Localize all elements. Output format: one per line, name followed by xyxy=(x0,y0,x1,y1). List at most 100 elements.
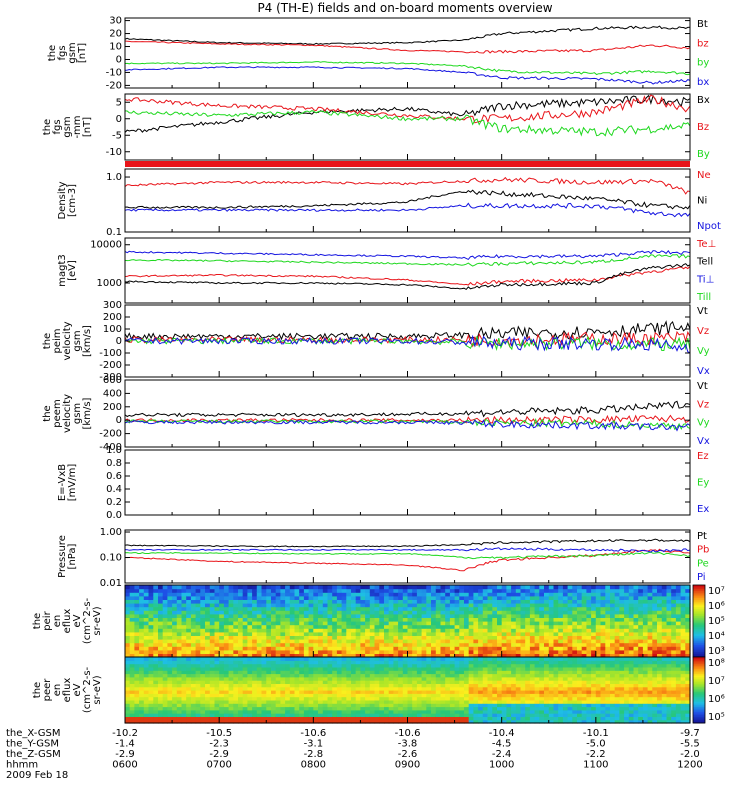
y-tick-label: 0.1 xyxy=(106,227,122,238)
heatmap-cell xyxy=(294,716,300,721)
heatmap-cell xyxy=(275,719,281,724)
legend-entry: bx xyxy=(697,77,709,88)
heatmap-cell xyxy=(553,631,559,636)
heatmap-cell xyxy=(586,666,592,671)
heatmap-cell xyxy=(638,617,644,622)
heatmap-cell xyxy=(275,592,281,597)
heatmap-cell xyxy=(464,595,470,600)
heatmap-cell xyxy=(421,588,427,593)
heatmap-cell xyxy=(473,628,479,633)
heatmap-cell xyxy=(280,617,286,622)
heatmap-cell xyxy=(167,617,173,622)
heatmap-cell xyxy=(614,680,620,684)
heatmap-cell xyxy=(167,603,173,608)
heatmap-cell xyxy=(671,603,677,608)
heatmap-cell xyxy=(341,680,347,684)
heatmap-cell xyxy=(534,610,540,615)
heatmap-cell xyxy=(384,631,390,636)
heatmap-cell xyxy=(242,716,248,721)
heatmap-cell xyxy=(478,676,484,681)
heatmap-cell xyxy=(280,642,286,647)
heatmap-cell xyxy=(280,716,286,721)
heatmap-cell xyxy=(515,610,522,615)
heatmap-cell xyxy=(412,653,418,658)
heatmap-cell xyxy=(172,606,178,611)
heatmap-cell xyxy=(633,660,639,665)
heatmap-cell xyxy=(619,676,625,681)
heatmap-cell xyxy=(487,716,493,721)
heatmap-cell xyxy=(275,599,281,604)
heatmap-cell xyxy=(431,621,437,626)
heatmap-cell xyxy=(200,642,206,647)
heatmap-cell xyxy=(125,680,131,684)
heatmap-cell xyxy=(440,610,446,615)
heatmap-cell xyxy=(299,642,305,647)
heatmap-cell xyxy=(285,649,291,654)
heatmap-cell xyxy=(638,635,644,640)
heatmap-cell xyxy=(412,657,418,661)
heatmap-cell xyxy=(242,699,248,704)
heatmap-cell xyxy=(129,696,135,701)
heatmap-cell xyxy=(289,657,296,661)
heatmap-cell xyxy=(369,660,376,665)
heatmap-cell xyxy=(464,673,470,678)
heatmap-cell xyxy=(558,680,564,684)
heatmap-cell xyxy=(275,613,281,618)
heatmap-cell xyxy=(214,624,220,629)
heatmap-cell xyxy=(497,670,503,675)
heatmap-cell xyxy=(685,624,691,629)
heatmap-cell xyxy=(384,653,390,658)
heatmap-cell xyxy=(642,610,649,615)
heatmap-cell xyxy=(628,683,635,688)
heatmap-cell xyxy=(238,595,244,600)
heatmap-cell xyxy=(148,631,154,636)
heatmap-cell xyxy=(482,613,489,618)
heatmap-cell xyxy=(256,617,263,622)
heatmap-cell xyxy=(332,663,338,668)
heatmap-cell xyxy=(614,716,620,721)
heatmap-cell xyxy=(346,673,352,678)
heatmap-cell xyxy=(308,628,314,633)
heatmap-cell xyxy=(275,617,281,622)
heatmap-cell xyxy=(393,680,399,684)
heatmap-cell xyxy=(176,595,183,600)
heatmap-cell xyxy=(153,613,159,618)
heatmap-cell xyxy=(299,588,305,593)
heatmap-cell xyxy=(275,666,281,671)
heatmap-cell xyxy=(529,653,536,658)
heatmap-cell xyxy=(313,606,319,611)
heatmap-cell xyxy=(553,657,559,661)
heatmap-cell xyxy=(195,610,201,615)
heatmap-cell xyxy=(666,628,672,633)
heatmap-cell xyxy=(459,621,465,626)
heatmap-cell xyxy=(327,635,333,640)
heatmap-cell xyxy=(289,606,296,611)
heatmap-cell xyxy=(228,680,234,684)
heatmap-cell xyxy=(153,686,159,691)
heatmap-cell xyxy=(553,686,559,691)
heatmap-cell xyxy=(562,621,569,626)
heatmap-cell xyxy=(459,690,465,694)
heatmap-cell xyxy=(355,588,361,593)
heatmap-cell xyxy=(633,709,639,714)
heatmap-cell xyxy=(393,588,399,593)
heatmap-cell xyxy=(473,690,479,694)
heatmap-cell xyxy=(332,635,338,640)
heatmap-cell xyxy=(167,649,173,654)
heatmap-cell xyxy=(388,716,394,721)
heatmap-cell xyxy=(308,624,314,629)
heatmap-cell xyxy=(181,610,187,615)
heatmap-cell xyxy=(346,716,352,721)
heatmap-cell xyxy=(464,660,470,665)
heatmap-cell xyxy=(511,709,517,714)
heatmap-cell xyxy=(402,699,409,704)
heatmap-cell xyxy=(233,666,239,671)
heatmap-cell xyxy=(431,699,437,704)
heatmap-cell xyxy=(539,606,545,611)
heatmap-cell xyxy=(657,606,663,611)
heatmap-cell xyxy=(562,719,569,724)
heatmap-cell xyxy=(511,585,517,590)
heatmap-cell xyxy=(322,657,329,661)
heatmap-cell xyxy=(209,709,216,714)
heatmap-cell xyxy=(393,663,399,668)
